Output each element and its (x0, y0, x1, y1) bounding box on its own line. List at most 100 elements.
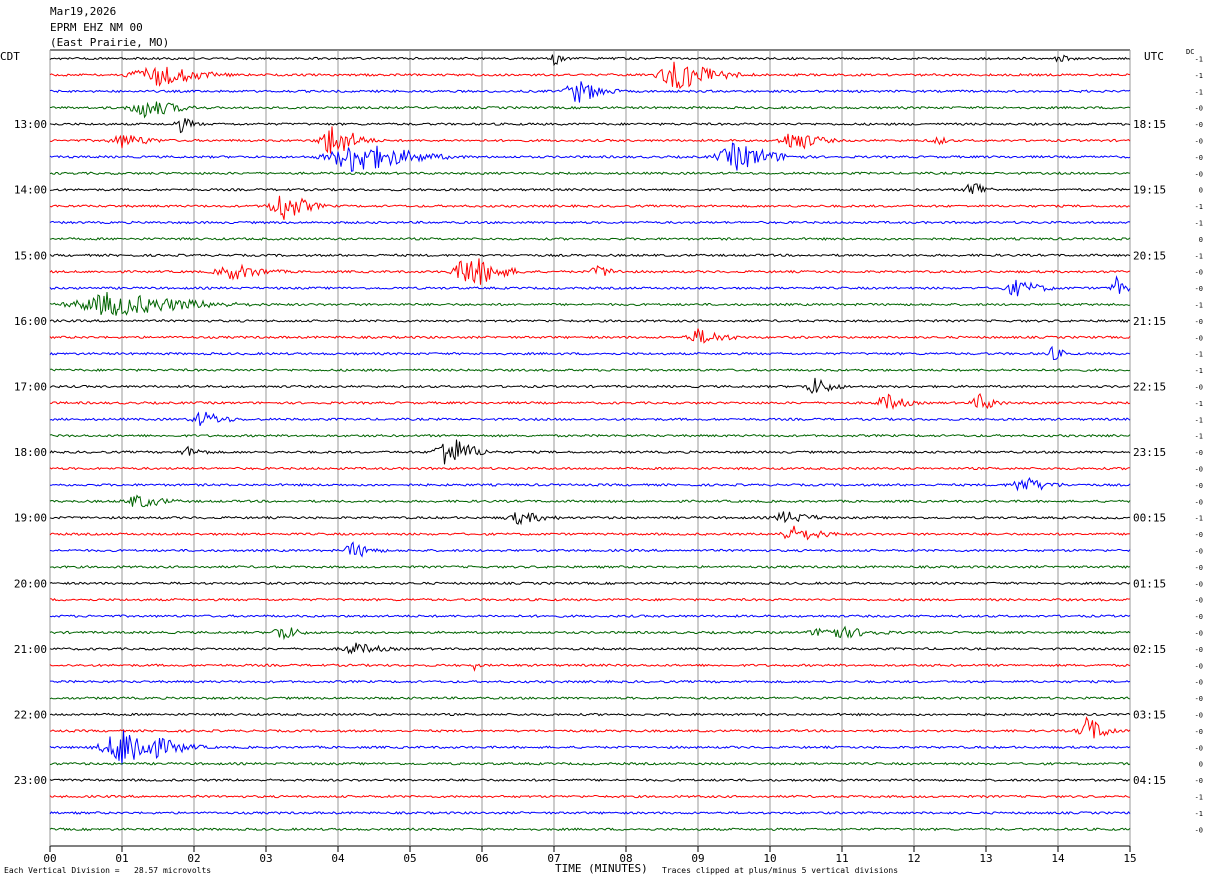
dc-offset-label: -0 (1195, 531, 1203, 539)
trace-line (49, 433, 1131, 438)
trace-line (49, 81, 1131, 103)
header-date: Mar19,2026 (50, 5, 117, 18)
dc-offset-label: -1 (1195, 88, 1203, 96)
left-timezone-label: CDT (0, 50, 20, 63)
trace-line (49, 126, 1131, 154)
trace-line (49, 377, 1131, 394)
dc-offset-label: -1 (1195, 56, 1203, 64)
left-hour-label: 15:00 (14, 249, 47, 262)
left-hour-label: 19:00 (14, 512, 47, 525)
dc-offset-label: -1 (1195, 400, 1203, 408)
dc-offset-label: -0 (1195, 613, 1203, 621)
trace-line (49, 439, 1131, 465)
trace-line (49, 142, 1131, 172)
dc-offset-label: -1 (1195, 515, 1203, 523)
x-tick-label: 13 (979, 852, 992, 865)
trace-line (49, 778, 1131, 782)
trace-line (49, 716, 1131, 739)
x-tick-label: 06 (475, 852, 488, 865)
x-tick-label: 03 (259, 852, 272, 865)
dc-offset-label: -0 (1195, 318, 1203, 326)
dc-offset-label: 0 (1199, 761, 1203, 769)
dc-offset-label: -0 (1195, 646, 1203, 654)
right-hour-label: 23:15 (1133, 446, 1166, 459)
header-station: EPRM EHZ NM 00 (50, 20, 143, 34)
trace-line (49, 730, 1131, 766)
dc-offset-label: -1 (1195, 433, 1203, 441)
dc-offset-label: -0 (1195, 170, 1203, 178)
trace-line (49, 696, 1131, 700)
dc-offset-label: -0 (1195, 695, 1203, 703)
trace-line (49, 61, 1131, 90)
dc-offset-label: -1 (1195, 810, 1203, 818)
left-hour-label: 14:00 (14, 184, 47, 197)
left-hour-label: 22:00 (14, 709, 47, 722)
left-hour-label: 17:00 (14, 381, 47, 394)
plot-header: Mar19,2026 EPRM EHZ NM 00 (East Prairie,… (50, 4, 169, 51)
x-tick-label: 10 (763, 852, 776, 865)
dc-offset-label: -1 (1195, 794, 1203, 802)
dc-offset-label: -0 (1195, 826, 1203, 834)
right-hour-label: 01:15 (1133, 577, 1166, 590)
dc-offset-label: -0 (1195, 728, 1203, 736)
x-tick-label: 11 (835, 852, 848, 865)
dc-offset-label: -0 (1195, 630, 1203, 638)
trace-line (49, 494, 1131, 508)
dc-offset-label: -0 (1195, 564, 1203, 572)
x-tick-label: 15 (1123, 852, 1136, 865)
dc-offset-label: -1 (1195, 302, 1203, 310)
trace-line (49, 253, 1131, 258)
left-hour-label: 20:00 (14, 577, 47, 590)
x-tick-label: 08 (619, 852, 632, 865)
scale-note: Each Vertical Division = 28.57 microvolt… (4, 866, 212, 875)
dc-offset-label: -0 (1195, 597, 1203, 605)
dc-offset-label: -0 (1195, 105, 1203, 113)
right-hour-label: 02:15 (1133, 643, 1166, 656)
dc-offset-label: -0 (1195, 384, 1203, 392)
right-hour-label: 20:15 (1133, 249, 1166, 262)
right-hour-label: 04:15 (1133, 774, 1166, 787)
trace-line (49, 525, 1131, 541)
right-timezone-label: UTC (1144, 50, 1164, 63)
trace-line (49, 761, 1131, 766)
dc-offset-label: -0 (1195, 466, 1203, 474)
dc-offset-label: -0 (1195, 744, 1203, 752)
trace-line (49, 118, 1131, 134)
trace-line (49, 642, 1131, 655)
dc-offset-label: -1 (1195, 252, 1203, 260)
trace-line (49, 794, 1131, 799)
x-axis-label: TIME (MINUTES) (555, 862, 648, 875)
left-hour-label: 21:00 (14, 643, 47, 656)
dc-offset-label: -0 (1195, 334, 1203, 342)
trace-line (49, 614, 1131, 618)
trace-line (49, 54, 1131, 67)
trace-line (49, 581, 1131, 586)
trace-line (49, 101, 1131, 119)
trace-line (49, 597, 1131, 602)
x-tick-label: 00 (43, 852, 56, 865)
dc-offset-label: -0 (1195, 269, 1203, 277)
right-hour-label: 19:15 (1133, 184, 1166, 197)
dc-offset-label: -0 (1195, 548, 1203, 556)
dc-offset-label: -0 (1195, 498, 1203, 506)
trace-line (50, 679, 1131, 684)
trace-line (49, 291, 1131, 316)
trace-line (49, 319, 1131, 323)
right-hour-label: 03:15 (1133, 709, 1166, 722)
dc-offset-label: -1 (1195, 220, 1203, 228)
dc-offset-label: -0 (1195, 482, 1203, 490)
trace-line (49, 565, 1131, 569)
trace-line (49, 411, 1131, 426)
trace-line (50, 477, 1131, 492)
trace-line (49, 237, 1131, 241)
right-hour-label: 00:15 (1133, 512, 1166, 525)
dc-offset-label: -0 (1195, 662, 1203, 670)
x-tick-label: 01 (115, 852, 128, 865)
dc-offset-label: -0 (1195, 138, 1203, 146)
trace-line (49, 466, 1130, 471)
trace-line (49, 258, 1131, 285)
clip-note: Traces clipped at plus/minus 5 vertical … (662, 866, 899, 875)
dc-offset-label: -0 (1195, 580, 1203, 588)
trace-line (49, 220, 1131, 225)
